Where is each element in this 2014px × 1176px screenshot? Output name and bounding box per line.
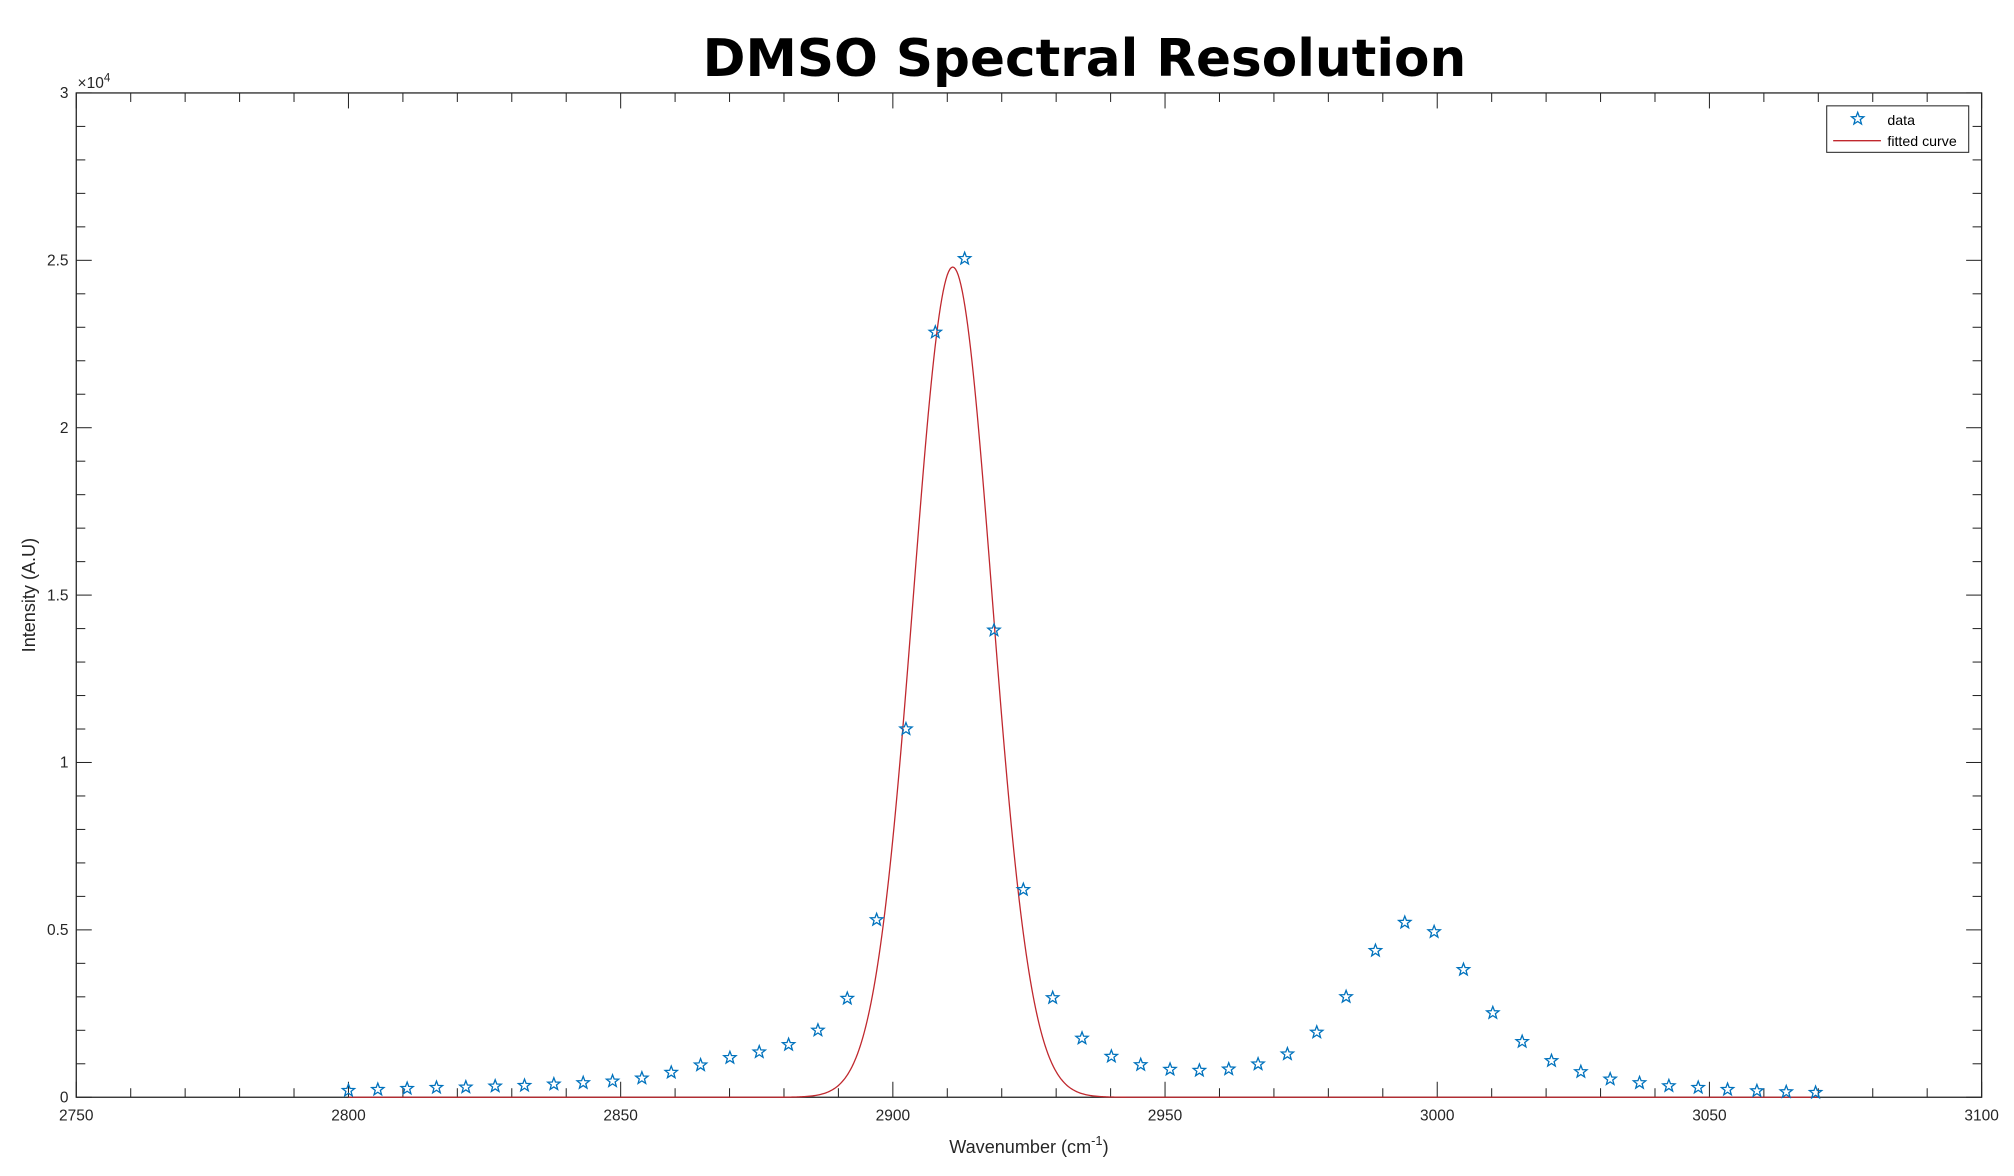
y-tick-label: 3 — [60, 85, 69, 102]
data-point — [898, 720, 914, 736]
y-tick-label: 2 — [60, 420, 69, 437]
x-tick-label: 3050 — [1692, 1107, 1726, 1124]
data-point — [1426, 923, 1443, 939]
data-point — [1543, 1052, 1560, 1068]
data-point — [1660, 1077, 1677, 1093]
legend-star-icon — [1849, 110, 1866, 126]
chart-title: DMSO Spectral Resolution — [703, 29, 1467, 89]
data-point — [1690, 1079, 1707, 1095]
data-point — [457, 1078, 474, 1094]
data-point — [663, 1064, 680, 1080]
y-exponent: ×104 — [78, 71, 111, 91]
legend: data fitted curve — [1826, 105, 1970, 153]
data-point — [1220, 1060, 1237, 1076]
x-tick-label: 3000 — [1420, 1107, 1454, 1124]
data-point — [545, 1075, 562, 1091]
data-point — [1279, 1045, 1296, 1061]
data-point — [751, 1043, 768, 1059]
data-point — [692, 1056, 709, 1072]
data-point — [1807, 1084, 1824, 1100]
data-point — [1572, 1063, 1589, 1079]
data-point — [399, 1080, 416, 1096]
y-tick-label: 1 — [60, 755, 69, 772]
legend-data-label: data — [1887, 113, 1915, 129]
data-point — [575, 1074, 592, 1090]
data-point — [1631, 1074, 1648, 1090]
data-point — [810, 1022, 826, 1038]
x-tick-label: 2750 — [59, 1107, 93, 1124]
data-point — [1162, 1061, 1178, 1077]
legend-fit-label: fitted curve — [1887, 134, 1957, 150]
data-point — [1367, 942, 1384, 958]
data-point — [604, 1072, 621, 1088]
data-point — [1749, 1082, 1765, 1098]
data-point — [1484, 1004, 1501, 1020]
y-tick-label: 0.5 — [47, 922, 69, 939]
y-tick-label: 1.5 — [47, 587, 69, 604]
data-point — [516, 1077, 533, 1093]
data-point — [722, 1049, 738, 1065]
plot-area — [75, 92, 1983, 1098]
fitted-curve-line — [348, 266, 1819, 1098]
data-point — [1719, 1081, 1736, 1097]
data-point — [1191, 1062, 1208, 1078]
data-point — [1103, 1048, 1120, 1064]
data-point — [1778, 1083, 1795, 1099]
data-point — [927, 324, 944, 340]
data-point — [487, 1077, 504, 1093]
data-point — [1455, 961, 1472, 977]
x-tick-label: 2900 — [876, 1107, 910, 1124]
data-point — [1602, 1070, 1619, 1086]
data-point — [1044, 989, 1061, 1005]
x-tick-label: 3100 — [1964, 1107, 1998, 1124]
data-point — [1132, 1056, 1149, 1072]
data-point — [839, 990, 856, 1006]
x-tick-label: 2950 — [1148, 1107, 1182, 1124]
data-point — [1074, 1030, 1090, 1046]
data-point — [1308, 1024, 1325, 1040]
data-point — [1514, 1033, 1531, 1049]
y-axis-label: Intensity (A.U) — [19, 538, 39, 652]
x-axis-label: Wavenumber (cm-1) — [949, 1133, 1108, 1157]
y-tick-label: 0 — [60, 1089, 69, 1106]
data-point — [1338, 988, 1355, 1004]
data-point — [986, 621, 1002, 637]
x-tick-label: 2850 — [603, 1107, 637, 1124]
data-point — [428, 1079, 445, 1095]
data-point — [340, 1082, 357, 1098]
data-point — [369, 1081, 386, 1097]
data-point — [780, 1036, 797, 1052]
data-point — [868, 911, 885, 927]
y-tick-label: 2.5 — [47, 252, 69, 269]
x-tick-label: 2800 — [331, 1107, 365, 1124]
data-point — [634, 1069, 650, 1085]
data-point — [956, 250, 973, 266]
data-point — [1015, 881, 1032, 897]
data-point — [1250, 1055, 1266, 1071]
data-point — [1396, 914, 1413, 930]
